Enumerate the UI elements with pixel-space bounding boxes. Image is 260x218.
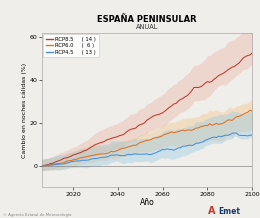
X-axis label: Año: Año [140,198,154,207]
Title: ESPAÑA PENINSULAR: ESPAÑA PENINSULAR [97,15,197,24]
Text: Emet: Emet [218,207,241,216]
Legend: RCP8.5     ( 14 ), RCP6.0     (  6 ), RCP4.5     ( 13 ): RCP8.5 ( 14 ), RCP6.0 ( 6 ), RCP4.5 ( 13… [43,34,99,57]
Text: © Agencia Estatal de Meteorología: © Agencia Estatal de Meteorología [3,213,71,217]
Text: A: A [208,206,216,216]
Text: ANUAL: ANUAL [136,24,158,30]
Y-axis label: Cambio en noches cálidas (%): Cambio en noches cálidas (%) [21,63,27,158]
